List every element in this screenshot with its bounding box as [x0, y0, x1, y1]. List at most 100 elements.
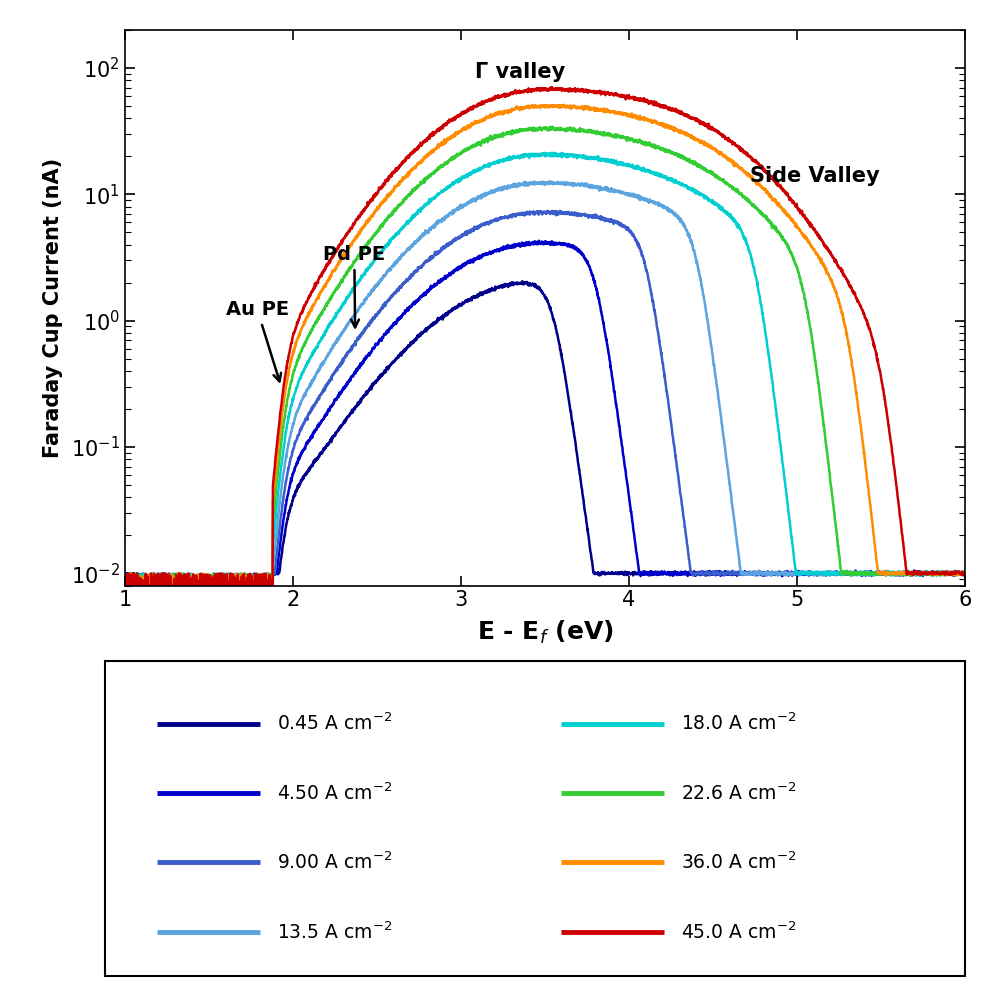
4.50 A cm$^{-2}$: [959, 568, 971, 580]
22.6 A cm$^{-2}$: [125, 606, 137, 618]
Text: 18.0 A cm$^{-2}$: 18.0 A cm$^{-2}$: [681, 713, 797, 735]
4.50 A cm$^{-2}$: [265, 589, 277, 601]
18.0 A cm$^{-2}$: [959, 567, 971, 579]
36.0 A cm$^{-2}$: [943, 568, 955, 580]
13.5 A cm$^{-2}$: [478, 188, 490, 200]
Line: 13.5 A cm$^{-2}$: 13.5 A cm$^{-2}$: [125, 181, 965, 611]
45.0 A cm$^{-2}$: [441, 117, 453, 129]
Text: 22.6 A cm$^{-2}$: 22.6 A cm$^{-2}$: [681, 783, 797, 804]
0.45 A cm$^{-2}$: [853, 569, 865, 581]
18.0 A cm$^{-2}$: [478, 159, 490, 171]
9.00 A cm$^{-2}$: [959, 568, 971, 580]
4.50 A cm$^{-2}$: [943, 568, 955, 580]
Text: 36.0 A cm$^{-2}$: 36.0 A cm$^{-2}$: [681, 852, 797, 873]
4.50 A cm$^{-2}$: [441, 270, 453, 282]
36.0 A cm$^{-2}$: [959, 567, 971, 579]
13.5 A cm$^{-2}$: [544, 175, 556, 187]
18.0 A cm$^{-2}$: [215, 568, 227, 580]
45.0 A cm$^{-2}$: [959, 568, 971, 580]
0.45 A cm$^{-2}$: [265, 592, 277, 604]
22.6 A cm$^{-2}$: [546, 120, 558, 132]
9.00 A cm$^{-2}$: [853, 568, 865, 580]
18.0 A cm$^{-2}$: [546, 147, 558, 159]
0.45 A cm$^{-2}$: [441, 309, 453, 321]
45.0 A cm$^{-2}$: [546, 81, 558, 93]
22.6 A cm$^{-2}$: [441, 158, 453, 170]
36.0 A cm$^{-2}$: [853, 405, 865, 417]
13.5 A cm$^{-2}$: [215, 574, 227, 586]
45.0 A cm$^{-2}$: [853, 295, 865, 307]
36.0 A cm$^{-2}$: [119, 574, 131, 586]
0.45 A cm$^{-2}$: [943, 568, 955, 580]
4.50 A cm$^{-2}$: [853, 567, 865, 579]
45.0 A cm$^{-2}$: [265, 595, 277, 607]
9.00 A cm$^{-2}$: [154, 606, 166, 618]
45.0 A cm$^{-2}$: [478, 97, 490, 109]
18.0 A cm$^{-2}$: [265, 570, 277, 582]
Text: Γ valley: Γ valley: [475, 62, 565, 82]
9.00 A cm$^{-2}$: [119, 575, 131, 587]
22.6 A cm$^{-2}$: [943, 569, 955, 581]
9.00 A cm$^{-2}$: [441, 240, 453, 252]
Text: 9.00 A cm$^{-2}$: 9.00 A cm$^{-2}$: [277, 852, 392, 873]
22.6 A cm$^{-2}$: [119, 596, 131, 608]
Line: 4.50 A cm$^{-2}$: 4.50 A cm$^{-2}$: [125, 241, 965, 612]
0.45 A cm$^{-2}$: [172, 606, 184, 618]
9.00 A cm$^{-2}$: [554, 205, 566, 217]
Line: 22.6 A cm$^{-2}$: 22.6 A cm$^{-2}$: [125, 126, 965, 612]
13.5 A cm$^{-2}$: [265, 582, 277, 594]
Text: 0.45 A cm$^{-2}$: 0.45 A cm$^{-2}$: [277, 713, 392, 735]
36.0 A cm$^{-2}$: [478, 114, 490, 126]
45.0 A cm$^{-2}$: [943, 567, 955, 579]
13.5 A cm$^{-2}$: [853, 568, 865, 580]
36.0 A cm$^{-2}$: [205, 606, 217, 618]
22.6 A cm$^{-2}$: [478, 136, 490, 148]
0.45 A cm$^{-2}$: [119, 585, 131, 597]
0.45 A cm$^{-2}$: [959, 568, 971, 580]
18.0 A cm$^{-2}$: [119, 598, 131, 610]
4.50 A cm$^{-2}$: [215, 599, 227, 611]
9.00 A cm$^{-2}$: [478, 217, 490, 229]
9.00 A cm$^{-2}$: [265, 586, 277, 598]
45.0 A cm$^{-2}$: [215, 573, 227, 585]
4.50 A cm$^{-2}$: [119, 604, 131, 616]
0.45 A cm$^{-2}$: [215, 597, 227, 609]
Line: 18.0 A cm$^{-2}$: 18.0 A cm$^{-2}$: [125, 153, 965, 612]
36.0 A cm$^{-2}$: [265, 587, 277, 599]
4.50 A cm$^{-2}$: [265, 606, 277, 618]
13.5 A cm$^{-2}$: [207, 605, 219, 617]
0.45 A cm$^{-2}$: [516, 275, 528, 287]
22.6 A cm$^{-2}$: [265, 590, 277, 602]
Line: 9.00 A cm$^{-2}$: 9.00 A cm$^{-2}$: [125, 211, 965, 612]
13.5 A cm$^{-2}$: [959, 568, 971, 580]
Line: 36.0 A cm$^{-2}$: 36.0 A cm$^{-2}$: [125, 105, 965, 612]
45.0 A cm$^{-2}$: [119, 577, 131, 589]
22.6 A cm$^{-2}$: [215, 585, 227, 597]
Line: 45.0 A cm$^{-2}$: 45.0 A cm$^{-2}$: [125, 87, 965, 612]
0.45 A cm$^{-2}$: [478, 287, 490, 299]
Text: Au PE: Au PE: [226, 300, 289, 381]
Text: Pd PE: Pd PE: [323, 245, 385, 327]
18.0 A cm$^{-2}$: [245, 606, 257, 618]
4.50 A cm$^{-2}$: [533, 235, 545, 247]
13.5 A cm$^{-2}$: [119, 586, 131, 598]
Text: Side Valley: Side Valley: [750, 166, 880, 186]
Text: 13.5 A cm$^{-2}$: 13.5 A cm$^{-2}$: [277, 921, 392, 943]
4.50 A cm$^{-2}$: [478, 249, 490, 261]
18.0 A cm$^{-2}$: [441, 182, 453, 194]
18.0 A cm$^{-2}$: [943, 566, 955, 578]
13.5 A cm$^{-2}$: [943, 568, 955, 580]
9.00 A cm$^{-2}$: [215, 580, 227, 592]
Text: 4.50 A cm$^{-2}$: 4.50 A cm$^{-2}$: [277, 783, 392, 804]
36.0 A cm$^{-2}$: [441, 135, 453, 147]
45.0 A cm$^{-2}$: [235, 606, 247, 618]
22.6 A cm$^{-2}$: [959, 568, 971, 580]
22.6 A cm$^{-2}$: [853, 567, 865, 579]
36.0 A cm$^{-2}$: [215, 568, 227, 580]
13.5 A cm$^{-2}$: [441, 209, 453, 221]
18.0 A cm$^{-2}$: [853, 567, 865, 579]
36.0 A cm$^{-2}$: [527, 99, 539, 111]
Text: E - E$_f$ (eV): E - E$_f$ (eV): [477, 619, 613, 647]
9.00 A cm$^{-2}$: [943, 567, 955, 579]
Y-axis label: Faraday Cup Current (nA): Faraday Cup Current (nA): [43, 158, 63, 457]
